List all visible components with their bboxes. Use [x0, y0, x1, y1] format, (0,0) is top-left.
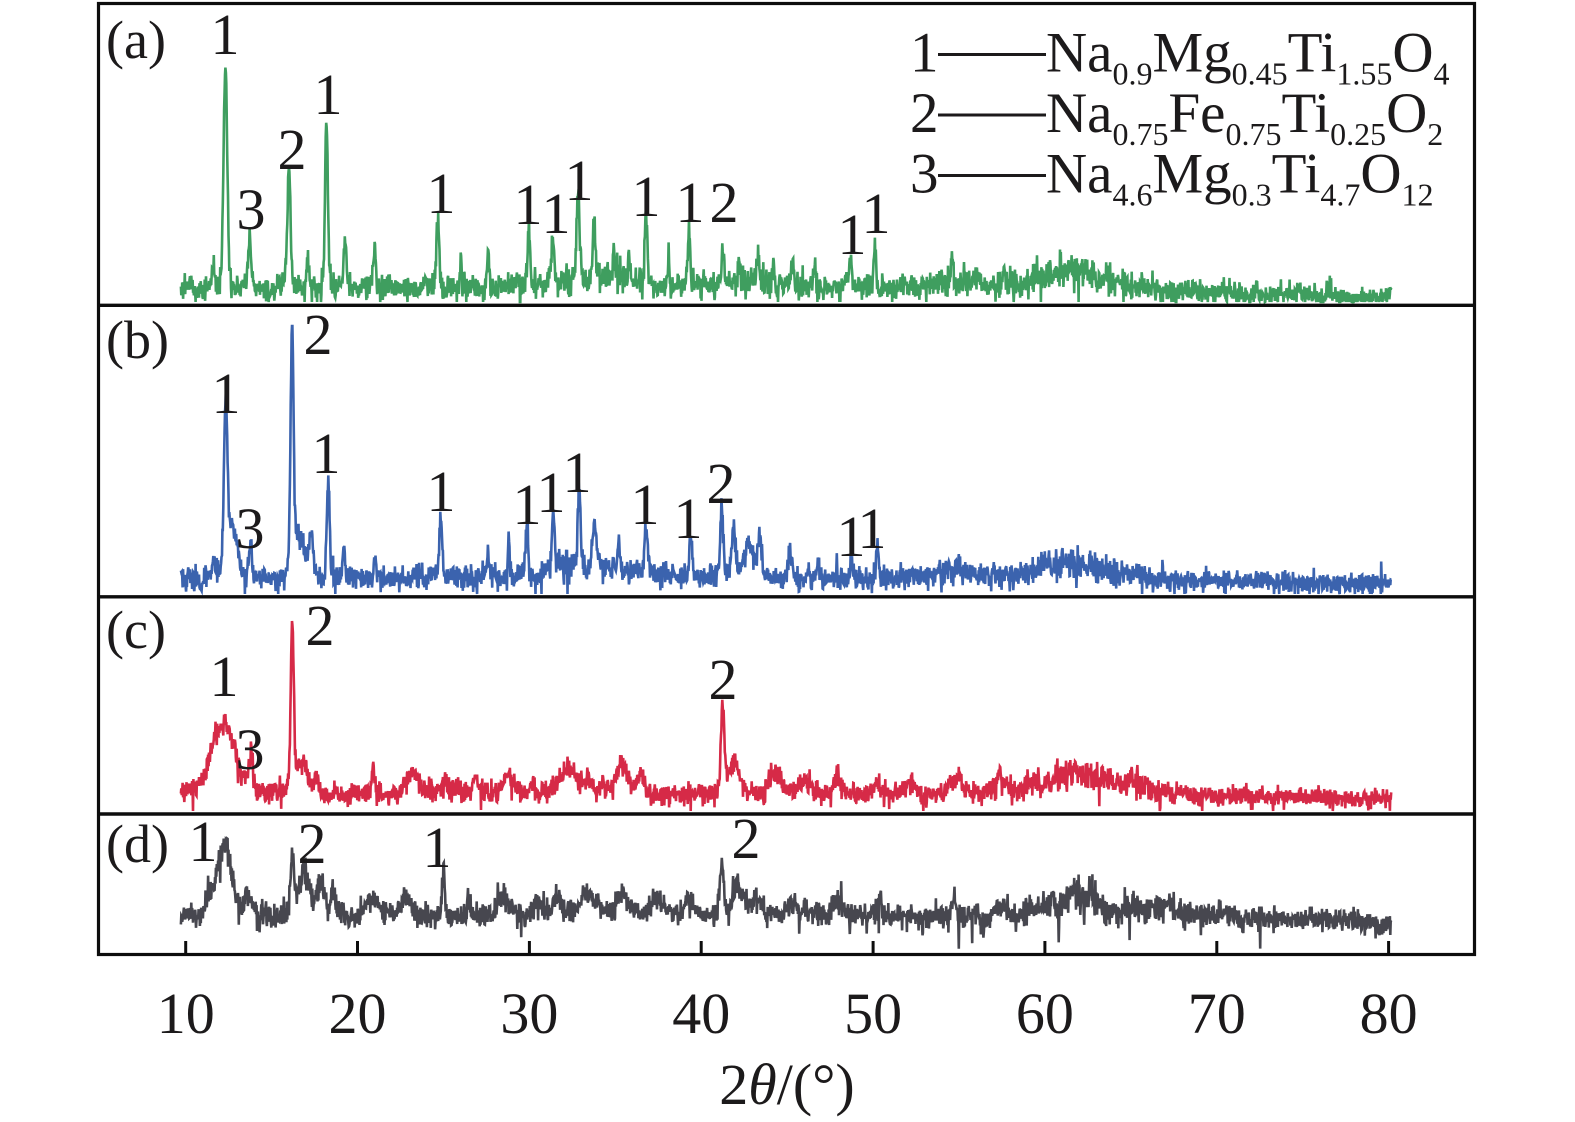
svg-text:(d): (d): [106, 814, 169, 874]
svg-text:1: 1: [427, 459, 456, 524]
svg-text:1: 1: [189, 809, 218, 874]
svg-text:2: 2: [707, 451, 736, 516]
svg-text:2: 2: [709, 647, 738, 712]
svg-text:1: 1: [513, 472, 542, 537]
svg-text:1: 1: [910, 22, 939, 85]
svg-text:50: 50: [844, 981, 902, 1046]
svg-text:2: 2: [710, 170, 739, 235]
svg-text:(a): (a): [106, 10, 166, 70]
svg-text:1: 1: [563, 440, 592, 505]
svg-text:1: 1: [212, 361, 241, 426]
svg-text:1: 1: [837, 504, 866, 569]
svg-text:1: 1: [565, 148, 594, 213]
svg-text:20: 20: [329, 981, 387, 1046]
svg-text:2: 2: [306, 593, 335, 658]
svg-text:1: 1: [211, 2, 240, 67]
svg-text:2: 2: [910, 82, 939, 145]
svg-text:1: 1: [542, 181, 571, 246]
svg-text:1: 1: [427, 161, 456, 226]
svg-text:60: 60: [1016, 981, 1074, 1046]
svg-text:2: 2: [304, 302, 333, 367]
svg-text:1: 1: [862, 181, 891, 246]
svg-text:2: 2: [278, 117, 307, 182]
svg-text:1: 1: [423, 815, 452, 880]
svg-text:2: 2: [298, 811, 327, 876]
svg-text:(c): (c): [106, 600, 166, 660]
svg-text:2θ/(°): 2θ/(°): [719, 1052, 854, 1117]
svg-text:3: 3: [236, 496, 265, 561]
svg-text:1: 1: [514, 172, 543, 237]
svg-text:30: 30: [500, 981, 558, 1046]
svg-text:40: 40: [672, 981, 730, 1046]
svg-text:2: 2: [732, 806, 761, 871]
svg-text:1: 1: [858, 496, 887, 561]
svg-text:3: 3: [237, 177, 266, 242]
svg-text:1: 1: [676, 170, 705, 235]
svg-text:(b): (b): [106, 310, 169, 370]
svg-text:3: 3: [236, 717, 265, 782]
svg-text:1: 1: [674, 486, 703, 551]
svg-text:1: 1: [838, 202, 867, 267]
svg-text:1: 1: [632, 164, 661, 229]
svg-text:1: 1: [314, 62, 343, 127]
svg-text:80: 80: [1360, 981, 1418, 1046]
svg-text:1: 1: [631, 472, 660, 537]
svg-text:1: 1: [210, 644, 239, 709]
svg-text:1: 1: [312, 421, 341, 486]
svg-text:10: 10: [157, 981, 215, 1046]
svg-text:3: 3: [910, 143, 939, 206]
svg-text:70: 70: [1188, 981, 1246, 1046]
svg-text:1: 1: [537, 460, 566, 525]
